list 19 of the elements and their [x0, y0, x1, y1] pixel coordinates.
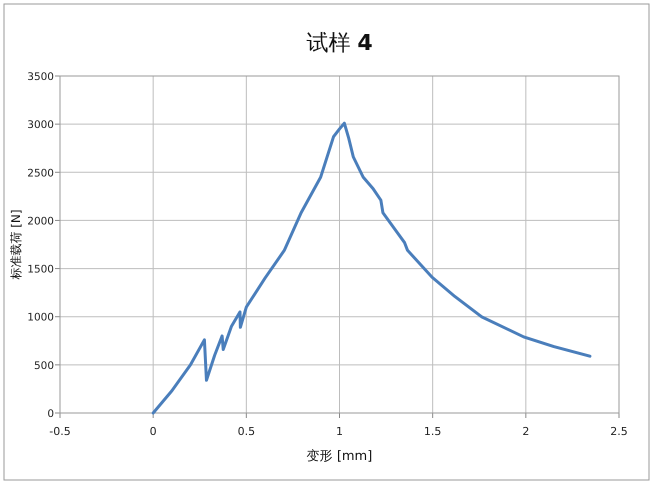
chart-title: 试样 4: [306, 31, 373, 56]
x-tick-label: 0.5: [238, 425, 256, 438]
x-tick-label: 1.5: [424, 425, 442, 438]
x-tick-label: 1: [336, 425, 343, 438]
y-tick-label: 2000: [27, 215, 54, 228]
y-tick-label: 1000: [27, 312, 54, 324]
y-axis-title: 标准载荷 [N]: [9, 209, 23, 281]
y-tick-label: 3500: [27, 71, 54, 83]
x-axis-title: 变形 [mm]: [306, 449, 372, 464]
x-tick-label: 0: [150, 425, 157, 438]
y-tick-label: 3000: [27, 119, 54, 132]
y-tick-label: 2500: [27, 167, 54, 180]
x-tick-label: 2: [522, 425, 530, 438]
x-tick-label: -0.5: [49, 425, 71, 438]
y-tick-label: 500: [34, 360, 54, 372]
y-tick-label: 0: [47, 408, 54, 420]
y-tick-label: 1500: [27, 264, 54, 276]
x-tick-label: 2.5: [610, 425, 628, 438]
line-series: [152, 122, 592, 414]
